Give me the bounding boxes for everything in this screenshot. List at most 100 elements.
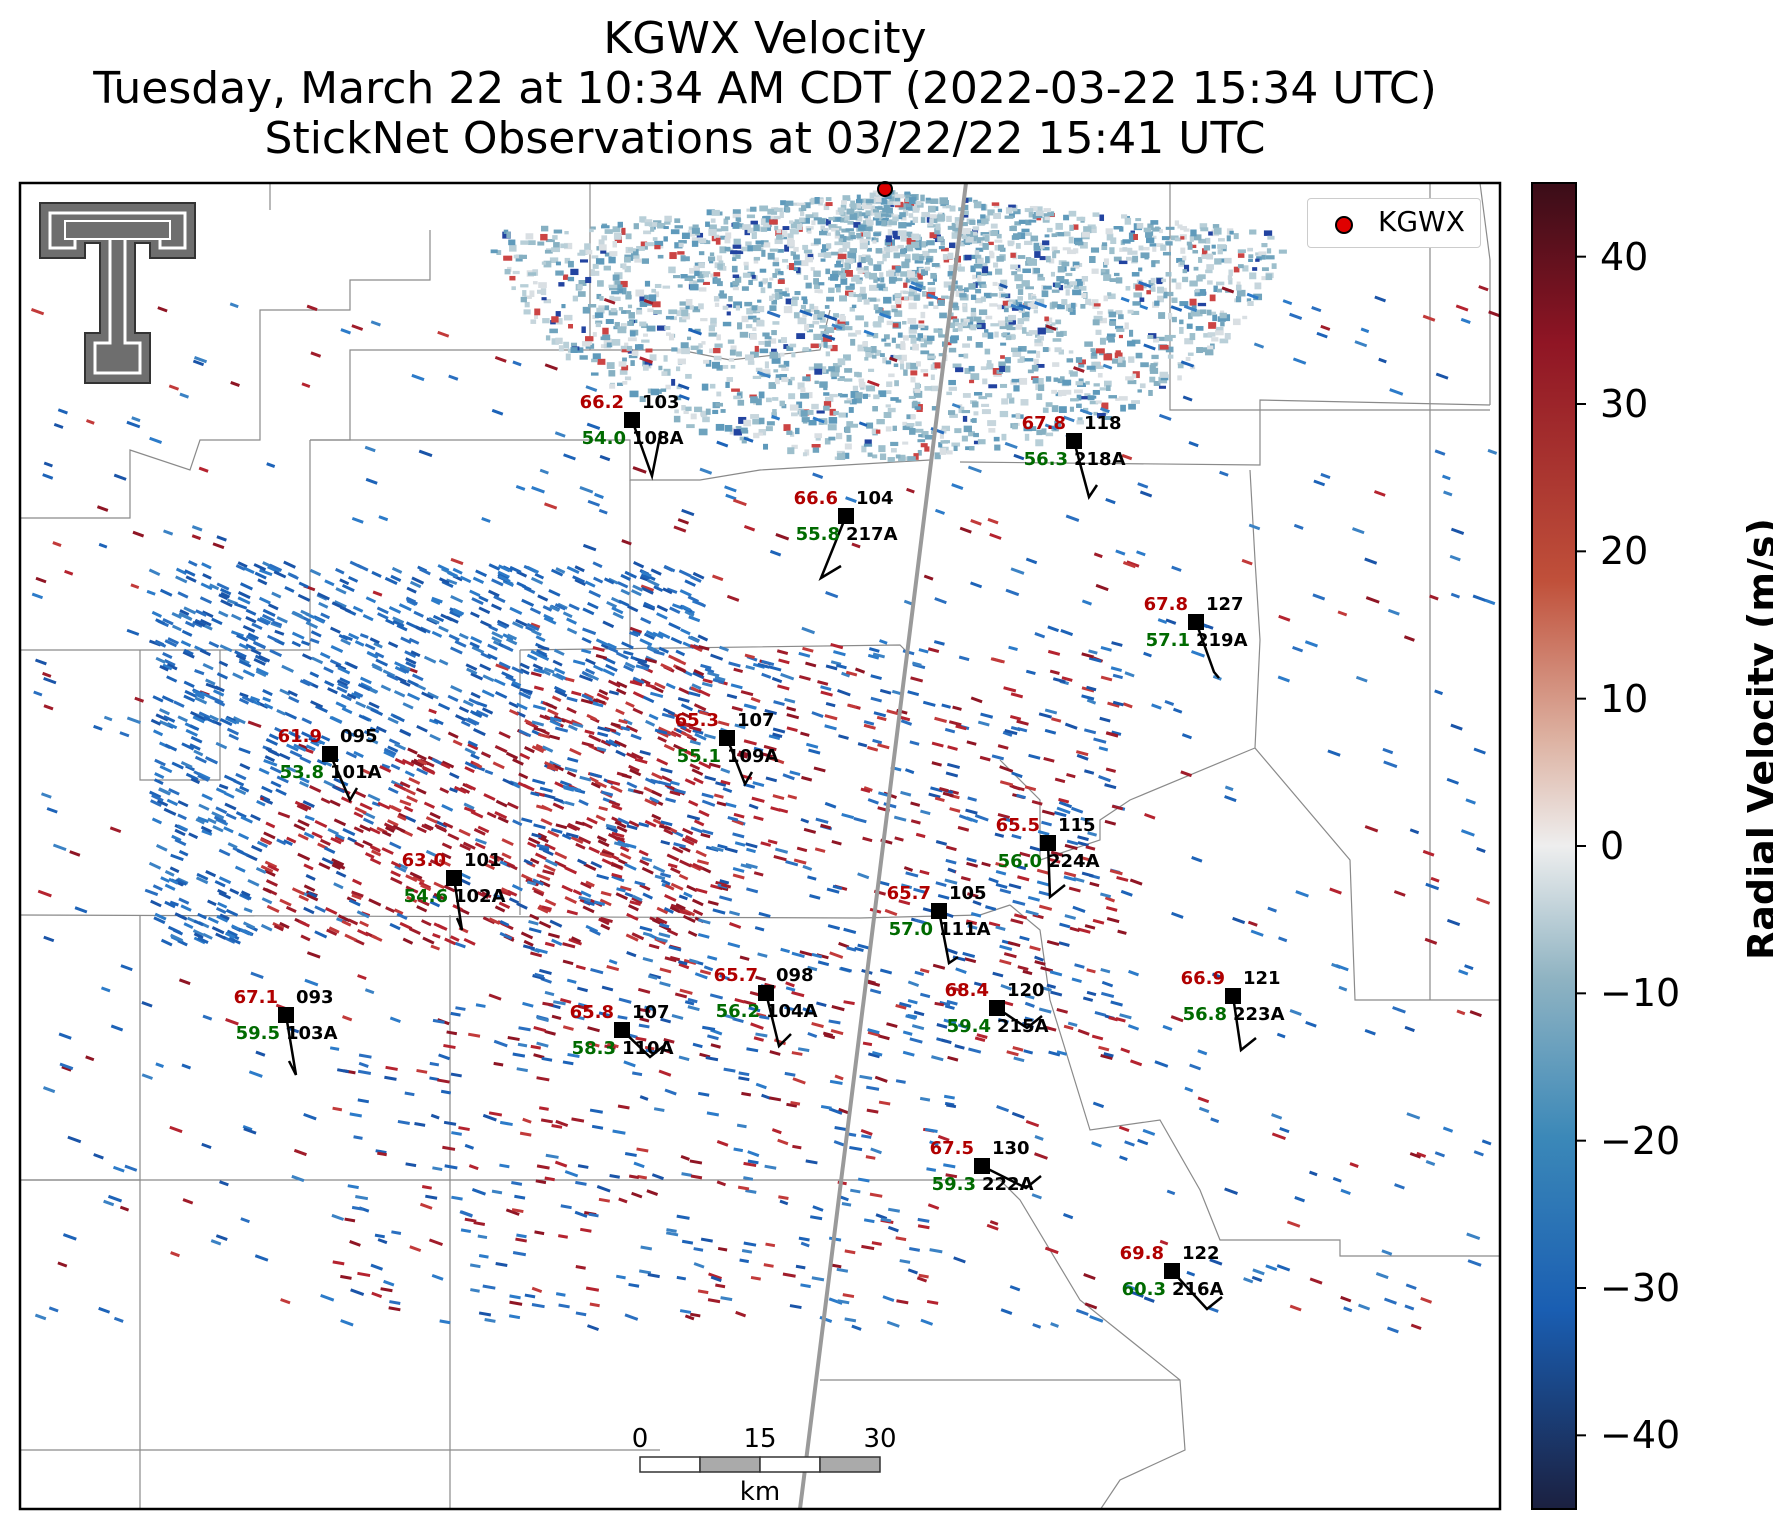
wind-barb <box>630 419 663 481</box>
wind-barb <box>725 737 754 787</box>
wind-barb <box>1046 842 1066 900</box>
station-215A <box>989 1000 1043 1030</box>
wind-barb <box>764 992 792 1049</box>
station-id: 103A <box>286 1023 338 1044</box>
station-marker <box>974 1158 990 1174</box>
colorbar-tick-label: 40 <box>1600 234 1649 279</box>
station-111A <box>931 903 959 966</box>
station-218A <box>1066 433 1099 500</box>
station-pressure: 130 <box>992 1138 1030 1159</box>
wind-barb <box>1231 995 1257 1053</box>
radar-site-legend-marker <box>1335 216 1353 234</box>
station-id: 224A <box>1048 851 1100 872</box>
colorbar <box>1531 182 1586 1510</box>
station-110A <box>614 1022 666 1059</box>
station-temperature: 67.8 <box>1144 594 1188 615</box>
station-id: 104A <box>766 1001 818 1022</box>
station-224A <box>1040 835 1066 900</box>
station-dewpoint: 60.3 <box>1122 1279 1166 1300</box>
station-temperature: 65.5 <box>996 815 1040 836</box>
scale-bar: 0 15 30 km <box>632 1424 897 1507</box>
station-id: 215A <box>997 1016 1049 1037</box>
colorbar-title: Radial Velocity (m/s) <box>1740 518 1773 960</box>
wind-barb <box>1072 440 1099 500</box>
station-temperature: 65.8 <box>570 1002 614 1023</box>
station-dewpoint: 59.4 <box>947 1016 991 1037</box>
station-marker <box>1188 614 1204 630</box>
station-marker <box>758 985 774 1001</box>
map-frame <box>18 181 1502 1511</box>
wind-barb <box>328 753 359 803</box>
station-dewpoint: 56.8 <box>1183 1004 1227 1025</box>
station-marker <box>446 870 462 886</box>
station-dewpoint: 54.0 <box>582 428 626 449</box>
station-pressure: 095 <box>340 726 378 747</box>
station-dewpoint: 57.0 <box>889 919 933 940</box>
station-108A <box>624 412 663 481</box>
station-219A <box>1188 614 1220 679</box>
station-marker <box>989 1000 1005 1016</box>
colorbar-tick-label: −30 <box>1600 1266 1681 1310</box>
station-pressure: 107 <box>632 1002 670 1023</box>
highway-line <box>798 182 968 1510</box>
station-223A <box>1225 988 1257 1053</box>
station-pressure: 093 <box>296 987 334 1008</box>
station-temperature: 63.0 <box>402 850 446 871</box>
station-id: 219A <box>1196 630 1248 651</box>
station-pressure: 115 <box>1058 815 1096 836</box>
station-marker <box>931 903 947 919</box>
station-temperature: 67.1 <box>234 987 278 1008</box>
wind-barb <box>1194 621 1220 679</box>
station-217A <box>818 508 854 581</box>
colorbar-tick-label: 30 <box>1600 382 1649 426</box>
station-pressure: 127 <box>1206 594 1244 615</box>
wind-barb <box>1171 1270 1223 1311</box>
station-marker <box>1164 1263 1180 1279</box>
scale-label-30: 30 <box>863 1424 896 1454</box>
scale-unit: km <box>740 1477 780 1507</box>
station-pressure: 104 <box>856 488 894 509</box>
station-pressure: 105 <box>949 883 987 904</box>
station-pressure: 101 <box>464 850 502 871</box>
station-dewpoint: 57.1 <box>1146 630 1190 651</box>
colorbar-tick-label: −10 <box>1600 971 1681 1016</box>
station-pressure: 107 <box>737 710 775 731</box>
scale-label-0: 0 <box>632 1424 649 1454</box>
station-temperature: 68.4 <box>945 980 989 1001</box>
station-temperature: 66.9 <box>1181 968 1225 989</box>
station-id: 102A <box>454 886 506 907</box>
chart-subtitle-time: Tuesday, March 22 at 10:34 AM CDT (2022-… <box>93 63 1437 114</box>
station-id: 216A <box>1172 1279 1224 1300</box>
station-101A <box>322 746 359 803</box>
station-dewpoint: 53.8 <box>280 762 324 783</box>
station-id: 217A <box>846 524 898 545</box>
station-id: 111A <box>939 919 991 940</box>
station-dewpoint: 56.3 <box>1024 449 1068 470</box>
station-temperature: 65.7 <box>714 965 758 986</box>
station-104A <box>758 985 792 1049</box>
station-temperature: 69.8 <box>1120 1243 1164 1264</box>
wind-barb <box>937 910 959 966</box>
station-marker <box>1066 433 1082 449</box>
legend: KGWX <box>1307 198 1481 248</box>
station-id: 222A <box>982 1174 1034 1195</box>
legend-label: KGWX <box>1378 205 1465 238</box>
station-dewpoint: 55.8 <box>796 524 840 545</box>
station-dewpoint: 59.3 <box>932 1174 976 1195</box>
station-temperature: 66.2 <box>580 392 624 413</box>
station-216A <box>1164 1263 1223 1311</box>
station-dewpoint: 59.5 <box>236 1023 280 1044</box>
chart-subtitle-obs: StickNet Observations at 03/22/22 15:41 … <box>264 113 1266 164</box>
station-dewpoint: 56.2 <box>716 1001 760 1022</box>
station-id: 223A <box>1233 1004 1285 1025</box>
station-dewpoint: 58.3 <box>572 1038 616 1059</box>
station-109A <box>719 730 754 787</box>
station-marker <box>614 1022 630 1038</box>
wind-barb <box>981 1164 1042 1190</box>
station-pressure: 120 <box>1007 980 1045 1001</box>
colorbar-tick-label: −40 <box>1600 1413 1681 1458</box>
station-id: 109A <box>727 746 779 767</box>
station-pressure: 122 <box>1182 1243 1220 1264</box>
station-marker <box>838 508 854 524</box>
